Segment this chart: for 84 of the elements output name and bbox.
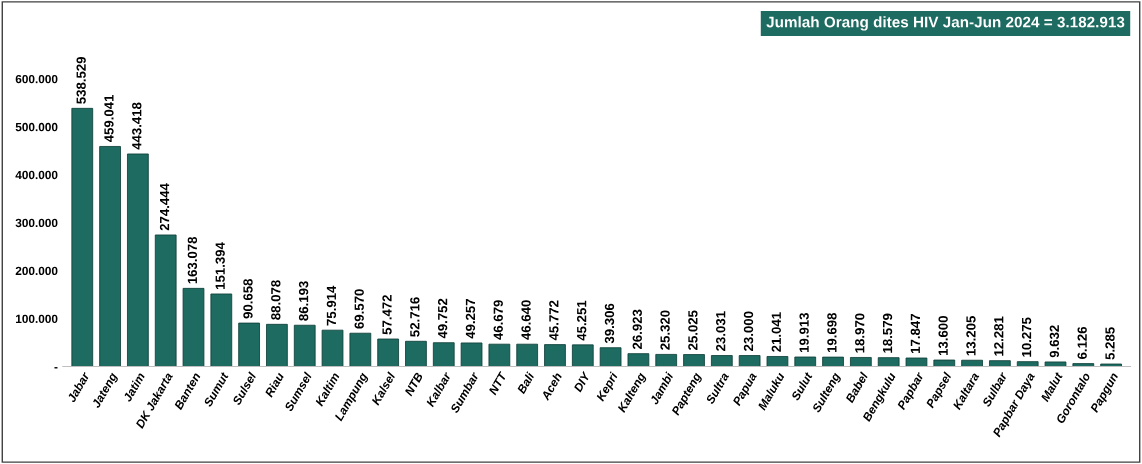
data-label: 75.914 <box>326 285 337 326</box>
bar <box>210 293 233 367</box>
bar <box>99 146 121 367</box>
bar <box>933 359 956 367</box>
data-label: 45.251 <box>576 300 587 341</box>
bar <box>738 355 761 367</box>
bar <box>516 343 539 367</box>
bar <box>655 354 678 367</box>
data-label: 49.752 <box>437 298 448 339</box>
bar <box>877 357 900 367</box>
bar <box>794 356 817 367</box>
data-label: 13.600 <box>938 316 948 356</box>
bar <box>71 107 94 367</box>
bar <box>488 343 511 367</box>
data-label: 90.658 <box>243 278 253 319</box>
y-tick-label: 400.000 <box>15 170 58 180</box>
y-tick-label: 300.000 <box>15 218 58 228</box>
bar <box>293 324 316 367</box>
data-label: 163.078 <box>187 236 198 284</box>
data-label: 26.923 <box>632 309 642 350</box>
data-label: 19.698 <box>827 313 837 353</box>
y-tick-label: 500.000 <box>15 122 58 132</box>
data-label: 459.041 <box>104 94 114 143</box>
bar <box>989 360 1011 367</box>
bar <box>182 287 205 367</box>
bar <box>321 329 344 367</box>
data-label: 21.041 <box>771 312 781 352</box>
bar <box>571 344 594 367</box>
data-label: 88.078 <box>271 280 281 320</box>
bar <box>405 340 427 367</box>
data-label: 52.716 <box>410 297 420 337</box>
data-label: 39.306 <box>604 303 615 344</box>
data-label: 49.257 <box>465 299 476 339</box>
data-label: 5.285 <box>1105 327 1115 360</box>
data-label: 10.275 <box>1021 317 1032 357</box>
bar <box>599 347 622 367</box>
data-label: 25.320 <box>660 310 670 350</box>
data-label: 18.970 <box>855 313 865 353</box>
data-label: 538.529 <box>76 56 86 104</box>
bar <box>766 356 789 367</box>
data-label: 19.913 <box>799 312 809 353</box>
bar <box>822 356 844 367</box>
bar <box>905 357 928 367</box>
bar <box>1100 363 1122 367</box>
bar <box>1044 361 1067 367</box>
bar <box>683 354 705 367</box>
data-label: 69.570 <box>354 289 364 329</box>
data-label: 23.031 <box>716 311 726 351</box>
bar <box>710 355 733 367</box>
y-tick-label: 600.000 <box>15 74 58 84</box>
data-label: 46.679 <box>493 300 503 340</box>
chart-title: Jumlah Orang dites HIV Jan-Jun 2024 = 3.182.913 <box>766 16 1125 31</box>
bar <box>349 332 372 367</box>
bar <box>127 153 149 367</box>
bar <box>961 359 983 367</box>
bar <box>238 322 260 367</box>
data-label: 23.000 <box>743 311 754 351</box>
y-tick-label: 100.000 <box>16 314 58 324</box>
bar <box>1072 363 1095 367</box>
data-label: 12.281 <box>994 316 1004 356</box>
data-label: 25.025 <box>688 310 698 350</box>
data-label: 6.126 <box>1077 326 1087 359</box>
bar <box>377 338 399 367</box>
data-label: 57.472 <box>382 295 392 335</box>
data-label: 18.579 <box>882 313 893 353</box>
bar <box>460 342 483 367</box>
y-tick-label: - <box>54 367 58 369</box>
data-label: 17.847 <box>910 314 921 354</box>
data-label: 274.444 <box>159 183 170 231</box>
bar <box>850 357 872 367</box>
bar <box>266 323 288 367</box>
bar <box>544 344 566 367</box>
bar <box>1016 361 1039 367</box>
data-label: 151.394 <box>215 242 225 289</box>
data-label: 86.193 <box>298 281 309 321</box>
data-label: 13.205 <box>966 316 976 356</box>
bar <box>627 353 650 367</box>
data-label: 443.418 <box>132 102 142 150</box>
y-tick-label: 200.000 <box>15 266 58 276</box>
bar <box>432 342 455 367</box>
data-label: 46.640 <box>521 300 531 340</box>
data-label: 45.772 <box>549 300 559 341</box>
data-label: 9.632 <box>1049 325 1060 358</box>
bar <box>154 234 177 367</box>
